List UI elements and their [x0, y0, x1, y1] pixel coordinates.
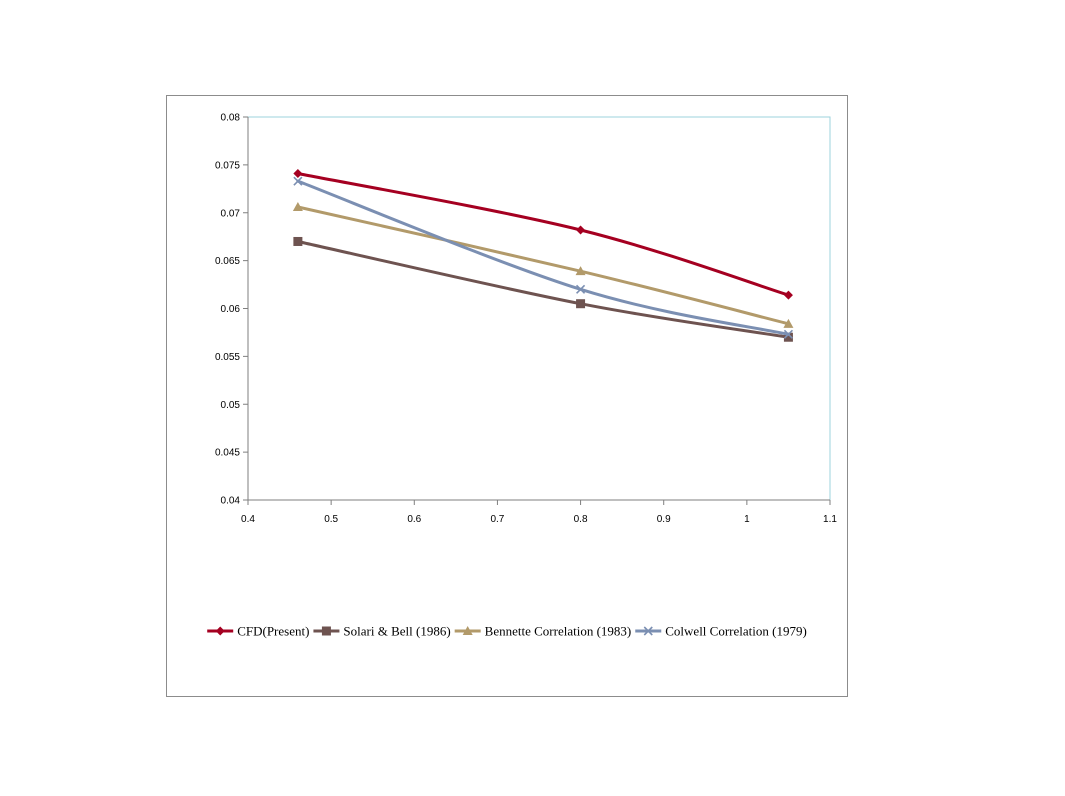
x-tick-label: 0.8 [574, 514, 588, 525]
y-tick-label: 0.065 [215, 256, 240, 267]
axes: 0.04 0.045 0.05 0.055 0.06 0.065 0.07 0.075 0.08… [215, 113, 837, 526]
y-tick-label: 0.075 [215, 160, 240, 171]
y-tick-label: 0.045 [215, 448, 240, 459]
y-tick-label: 0.08 [221, 113, 241, 124]
series-line [296, 205, 790, 326]
x-tick-label: 0.7 [490, 514, 504, 525]
legend-label: Bennette Correlation (1983) [485, 624, 632, 639]
series-2 [292, 202, 794, 328]
x-tick-label: 0.5 [324, 514, 338, 525]
data-point [292, 202, 303, 212]
x-tick-label: 0.4 [241, 514, 255, 525]
x-tick-label: 0.6 [407, 514, 421, 525]
data-point [576, 284, 586, 294]
series-0 [293, 168, 793, 300]
y-tick-label: 0.07 [221, 208, 241, 219]
legend-label: Colwell Correlation (1979) [665, 624, 807, 639]
line-chart: 0.04 0.045 0.05 0.055 0.06 0.065 0.07 0.075 0.08… [207, 113, 837, 639]
data-point [575, 266, 586, 276]
series-layer [292, 168, 794, 342]
legend-item: Colwell Correlation (1979) [635, 624, 807, 639]
data-point [576, 225, 586, 235]
data-point [783, 332, 793, 342]
legend-label: Solari & Bell (1986) [343, 624, 450, 639]
legend-marker [215, 626, 225, 636]
legend-label: CFD(Present) [237, 624, 309, 639]
data-point [293, 176, 303, 186]
series-3 [293, 176, 793, 339]
x-tick-label: 1.1 [823, 514, 837, 525]
y-tick-label: 0.055 [215, 352, 240, 363]
data-point [783, 290, 793, 300]
legend-item: CFD(Present) [207, 624, 309, 639]
x-tick-label: 0.9 [657, 514, 671, 525]
data-point [293, 236, 303, 246]
legend-marker [643, 626, 653, 636]
series-line [296, 179, 790, 336]
data-point [576, 299, 586, 309]
y-tick-label: 0.04 [221, 496, 241, 507]
chart-frame: 0.04 0.045 0.05 0.055 0.06 0.065 0.07 0.075 0.08… [166, 95, 848, 697]
y-tick-label: 0.06 [221, 304, 241, 315]
legend-marker [462, 626, 473, 635]
data-point [783, 318, 794, 328]
series-1 [293, 236, 793, 342]
x-tick-label: 1 [744, 514, 750, 525]
legend-marker [321, 626, 331, 636]
y-tick-label: 0.05 [221, 400, 241, 411]
data-point [783, 329, 793, 339]
plot-area [247, 116, 831, 501]
legend-item: Bennette Correlation (1983) [454, 624, 632, 639]
legend: CFD(Present) Solari & Bell (1986) Bennette… [207, 624, 807, 639]
legend-item: Solari & Bell (1986) [313, 624, 451, 639]
data-point [293, 168, 303, 178]
series-line [296, 239, 790, 339]
